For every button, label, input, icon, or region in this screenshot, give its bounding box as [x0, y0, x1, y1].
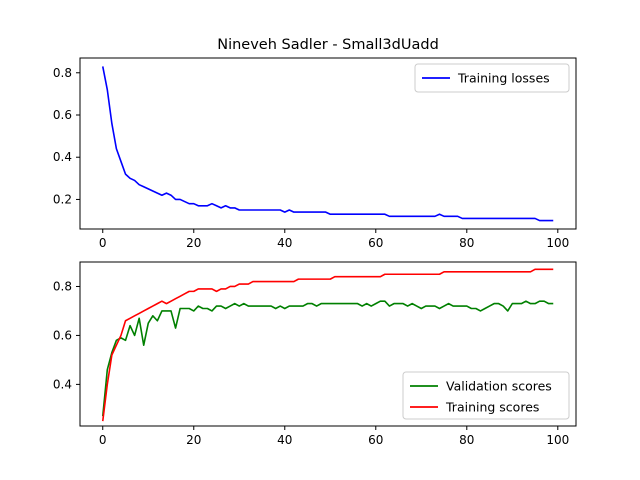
- bottom-axes-frame: [79, 261, 577, 427]
- top-y-tick-label: 0.8: [53, 66, 72, 80]
- bottom-legend: Validation scores Training scores: [402, 371, 570, 420]
- bottom-series-line-training-scores: [101, 268, 554, 422]
- bottom-x-tick-label: 40: [277, 433, 292, 447]
- chart-title: Nineveh Sadler - Small3dUadd: [217, 37, 439, 53]
- top-panel-loss-chart: 0 20 40 60 80 100 0.2 0.4 0.6 0.8 Training losses: [53, 57, 577, 250]
- top-x-tick-label: 0: [99, 236, 107, 250]
- top-y-tick-label: 0.4: [53, 150, 72, 164]
- top-x-tick-label: 40: [277, 236, 292, 250]
- top-x-tick-label: 60: [368, 236, 383, 250]
- bottom-legend-label-training-scores: Training scores: [445, 400, 539, 415]
- bottom-legend-box: [402, 371, 570, 420]
- top-x-tick-label: 20: [186, 236, 201, 250]
- bottom-x-tick-label: 60: [368, 433, 383, 447]
- top-x-tick-label: 100: [546, 236, 569, 250]
- bottom-x-tick-label: 20: [186, 433, 201, 447]
- bottom-legend-label-validation-scores: Validation scores: [446, 379, 552, 394]
- bottom-y-tick-label: 0.6: [53, 328, 72, 342]
- bottom-x-tick-label: 80: [459, 433, 474, 447]
- bottom-series-line-validation-scores: [101, 300, 554, 417]
- bottom-y-tick-label: 0.8: [53, 279, 72, 293]
- top-series-line-training-losses: [101, 66, 554, 222]
- top-y-tick-label: 0.6: [53, 108, 72, 122]
- bottom-x-tick-label: 100: [546, 433, 569, 447]
- bottom-x-tick-label: 0: [99, 433, 107, 447]
- bottom-panel-score-chart: 0 20 40 60 80 100 0.4 0.6 0.8 Validation scores Tr…: [53, 261, 577, 447]
- top-y-tick-label: 0.2: [53, 192, 72, 206]
- bottom-y-tick-label: 0.4: [53, 377, 72, 391]
- top-axes-frame: [79, 57, 577, 230]
- top-legend-label-training-losses: Training losses: [457, 71, 550, 86]
- top-legend-box: [414, 63, 570, 93]
- top-legend: Training losses: [414, 63, 570, 93]
- top-x-tick-label: 80: [459, 236, 474, 250]
